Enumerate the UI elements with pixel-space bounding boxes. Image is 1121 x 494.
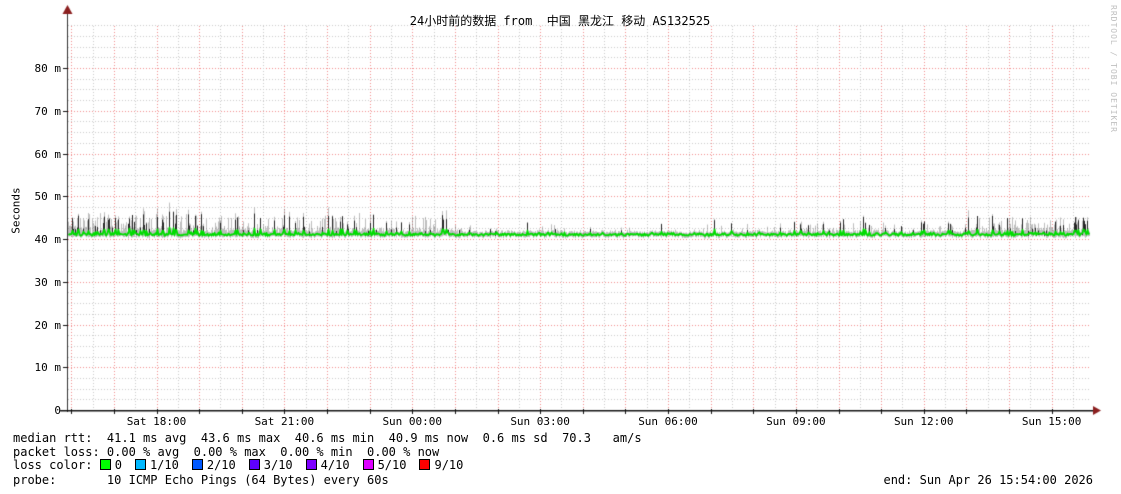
loss-legend-item: 9/10 <box>419 458 463 472</box>
x-tick-label: Sun 09:00 <box>766 415 826 428</box>
x-tick-label: Sun 06:00 <box>638 415 698 428</box>
loss-legend-item: 0 <box>99 458 122 472</box>
median-rtt-stats: median rtt: 41.1 ms avg 43.6 ms max 40.6… <box>13 431 642 445</box>
y-tick-label: 10 m <box>34 361 62 375</box>
y-tick-label: 60 m <box>34 147 62 161</box>
loss-color-value: 2/10 <box>206 458 236 472</box>
loss-color-value: 1/10 <box>149 458 179 472</box>
loss-color-swatch <box>248 459 260 470</box>
x-tick-label: Sun 15:00 <box>1021 415 1082 428</box>
loss-color-value: 4/10 <box>320 458 350 472</box>
loss-color-swatch <box>134 459 146 470</box>
rrdtool-watermark: RRDTOOL / TOBI OETIKER <box>1109 5 1118 133</box>
loss-legend-item: 3/10 <box>248 458 293 472</box>
loss-color-swatch <box>362 459 374 470</box>
loss-color-swatch <box>419 459 431 470</box>
y-tick-label: 70 m <box>34 104 62 118</box>
loss-color-swatch <box>99 459 111 470</box>
x-tick-label: Sat 21:00 <box>254 415 315 428</box>
probe-info: probe: 10 ICMP Echo Pings (64 Bytes) eve… <box>13 473 389 487</box>
loss-legend-item: 5/10 <box>362 458 407 472</box>
loss-legend-item: 4/10 <box>305 458 350 472</box>
loss-legend-item: 1/10 <box>134 458 179 472</box>
y-tick-label: 30 m <box>34 275 62 289</box>
y-tick-label: 80 m <box>34 62 62 75</box>
end-timestamp: end: Sun Apr 26 15:54:00 2026 <box>883 473 1093 487</box>
loss-color-label: loss color: <box>13 458 100 472</box>
loss-legend-item: 2/10 <box>191 458 236 472</box>
loss-color-value: 9/10 <box>434 458 464 472</box>
x-tick-label: Sun 03:00 <box>510 415 570 428</box>
y-tick-label: 50 m <box>34 190 62 204</box>
loss-color-value: 5/10 <box>377 458 407 472</box>
x-tick-label: Sun 12:00 <box>893 415 954 428</box>
loss-color-legend: loss color: 0 1/10 2/10 3/10 4/10 5/10 9/10 <box>13 458 476 472</box>
packet-loss-stats: packet loss: 0.00 % avg 0.00 % max 0.00 … <box>13 445 440 459</box>
graph-title: 24小时前的数据 from 中国 黑龙江 移动 AS132525 <box>409 14 711 28</box>
loss-color-swatch <box>305 459 317 470</box>
loss-color-swatch <box>191 459 203 470</box>
loss-color-value: 3/10 <box>263 458 293 472</box>
x-tick-label: Sun 00:00 <box>382 415 443 428</box>
x-tick-label: Sat 18:00 <box>126 415 187 428</box>
y-tick-label: 40 m <box>34 233 62 246</box>
y-tick-label: 20 m <box>34 318 62 332</box>
y-tick-label: 0 <box>54 404 61 417</box>
loss-color-value: 0 <box>114 458 122 472</box>
